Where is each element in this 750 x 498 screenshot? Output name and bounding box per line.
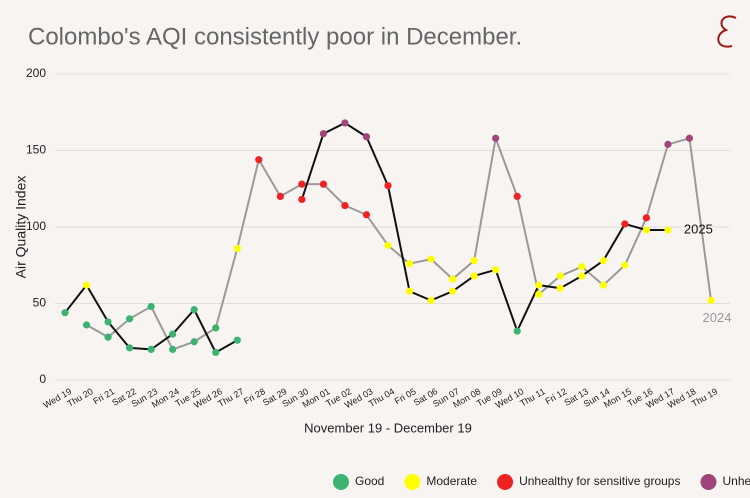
point xyxy=(556,284,564,292)
point xyxy=(147,302,155,311)
point xyxy=(707,296,715,305)
point xyxy=(405,287,414,295)
point xyxy=(384,182,392,190)
point xyxy=(492,134,500,142)
point xyxy=(212,324,220,332)
x-axis-label: November 19 - December 19 xyxy=(304,420,472,435)
point xyxy=(104,333,112,341)
series-line xyxy=(86,134,712,351)
point xyxy=(405,260,414,268)
point xyxy=(535,281,543,289)
y-tick-label: 200 xyxy=(26,66,46,80)
point xyxy=(685,134,694,142)
point xyxy=(664,226,672,234)
y-tick-label: 150 xyxy=(26,143,46,157)
point xyxy=(82,321,91,329)
point xyxy=(492,266,500,274)
point xyxy=(470,257,478,265)
legend-label: Moderate xyxy=(426,474,477,488)
point xyxy=(276,192,284,200)
point xyxy=(169,330,177,338)
point xyxy=(319,180,327,188)
point xyxy=(362,211,371,219)
point xyxy=(535,290,543,298)
point xyxy=(126,344,134,352)
point xyxy=(599,281,607,289)
point xyxy=(104,318,112,326)
point xyxy=(384,241,392,249)
point xyxy=(621,220,629,228)
legend-label: Unhealthy for sensitive groups xyxy=(519,474,680,488)
series-label: 2024 xyxy=(703,310,732,325)
point xyxy=(233,244,241,253)
point xyxy=(362,133,371,141)
point xyxy=(513,327,521,335)
point xyxy=(578,272,586,280)
logo xyxy=(717,15,737,48)
legend-marker xyxy=(700,474,717,490)
point xyxy=(664,140,672,148)
y-axis-label: Air Quality Index xyxy=(13,176,29,279)
y-tick-label: 50 xyxy=(33,296,47,310)
chart-title: Colombo's AQI consistently poor in Decem… xyxy=(28,23,522,50)
point xyxy=(190,306,198,314)
point xyxy=(341,119,349,127)
point xyxy=(82,281,91,289)
point xyxy=(449,275,457,283)
point xyxy=(427,255,435,263)
point xyxy=(298,195,306,204)
point xyxy=(255,156,263,164)
point xyxy=(190,338,198,346)
legend-marker xyxy=(497,474,514,490)
point xyxy=(298,180,306,188)
point xyxy=(126,315,134,323)
series-label: 2025 xyxy=(684,221,713,236)
point xyxy=(427,296,435,305)
point xyxy=(642,214,651,222)
point xyxy=(556,272,564,280)
y-tick-label: 100 xyxy=(26,219,46,233)
point xyxy=(341,201,349,210)
y-tick-label: 0 xyxy=(39,372,46,386)
point xyxy=(212,348,220,357)
point xyxy=(319,130,327,138)
point xyxy=(169,345,177,353)
point xyxy=(621,261,629,269)
point xyxy=(61,309,69,317)
point xyxy=(449,287,457,295)
point xyxy=(233,336,241,344)
point xyxy=(147,345,155,353)
point xyxy=(642,226,651,234)
point xyxy=(578,263,586,271)
point xyxy=(513,192,521,200)
legend-marker xyxy=(333,474,349,490)
point xyxy=(470,272,478,280)
legend-marker xyxy=(404,474,421,490)
point xyxy=(599,257,607,265)
legend-label: Good xyxy=(355,474,384,488)
legend-label: Unhealthy xyxy=(722,474,750,488)
